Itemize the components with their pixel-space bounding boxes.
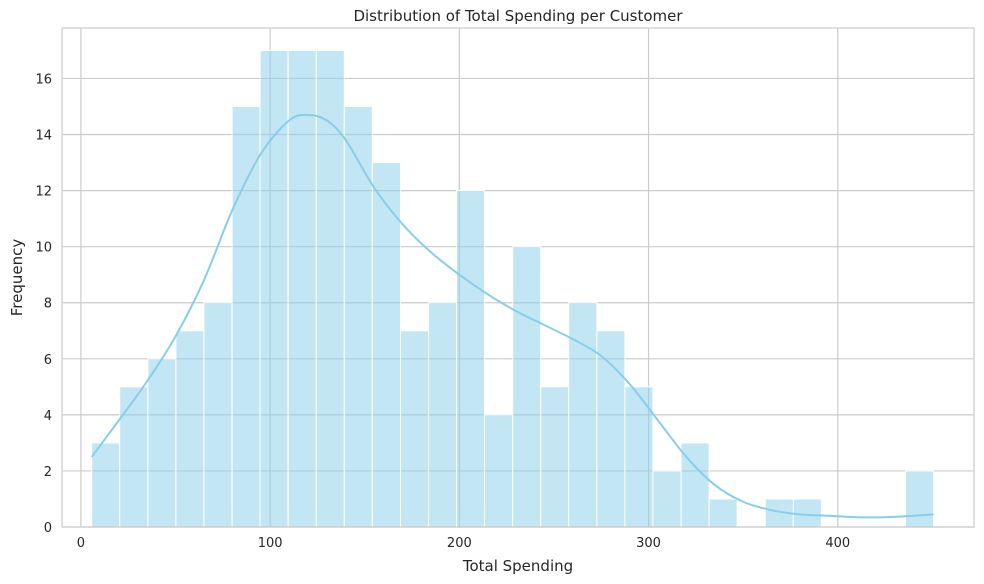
histogram-bar [175,330,205,528]
plot-frame [61,27,975,528]
histogram-bar [540,386,570,528]
histogram-bar [792,498,822,528]
x-axis-label: Total Spending [462,557,573,575]
x-axis-ticks: 0 100 200 300 400 [77,536,850,551]
histogram-bar [259,49,289,528]
histogram-bar [905,470,935,528]
y-tick-label: 16 [35,72,52,87]
histogram-bar [203,302,233,528]
x-tick-label: 0 [77,536,85,551]
histogram-bar [428,302,458,528]
y-tick-label: 4 [44,409,52,424]
x-tick-label: 300 [636,536,661,551]
y-tick-label: 0 [44,521,52,536]
histogram-bar [624,386,654,528]
kde-curve [90,113,934,519]
histogram-bar [596,330,626,528]
y-tick-label: 10 [35,241,52,256]
histogram-bar [484,414,514,528]
chart-title: Distribution of Total Spending per Custo… [353,7,683,25]
histogram-bar [119,386,149,528]
y-tick-label: 12 [35,185,52,200]
y-tick-label: 2 [44,465,52,480]
y-tick-label: 6 [44,353,52,368]
histogram-bars [91,49,935,528]
histogram-bar [343,105,373,528]
x-tick-label: 100 [258,536,283,551]
histogram-bar [399,330,430,528]
y-tick-label: 14 [35,129,52,144]
histogram-bar [91,442,121,528]
histogram-bar [512,246,542,528]
histogram-bar [568,302,598,528]
histogram-bar [708,498,738,528]
histogram-bar [231,105,261,528]
x-tick-label: 200 [447,536,472,551]
x-tick-label: 400 [825,536,850,551]
histogram-bar [652,470,682,528]
y-axis-ticks: 0 2 4 6 8 10 12 14 16 [35,72,52,536]
histogram-bar [287,49,317,528]
y-tick-label: 8 [44,297,52,312]
histogram-bar [456,190,486,528]
y-axis-label: Frequency [8,239,26,317]
histogram-bar [147,358,177,528]
